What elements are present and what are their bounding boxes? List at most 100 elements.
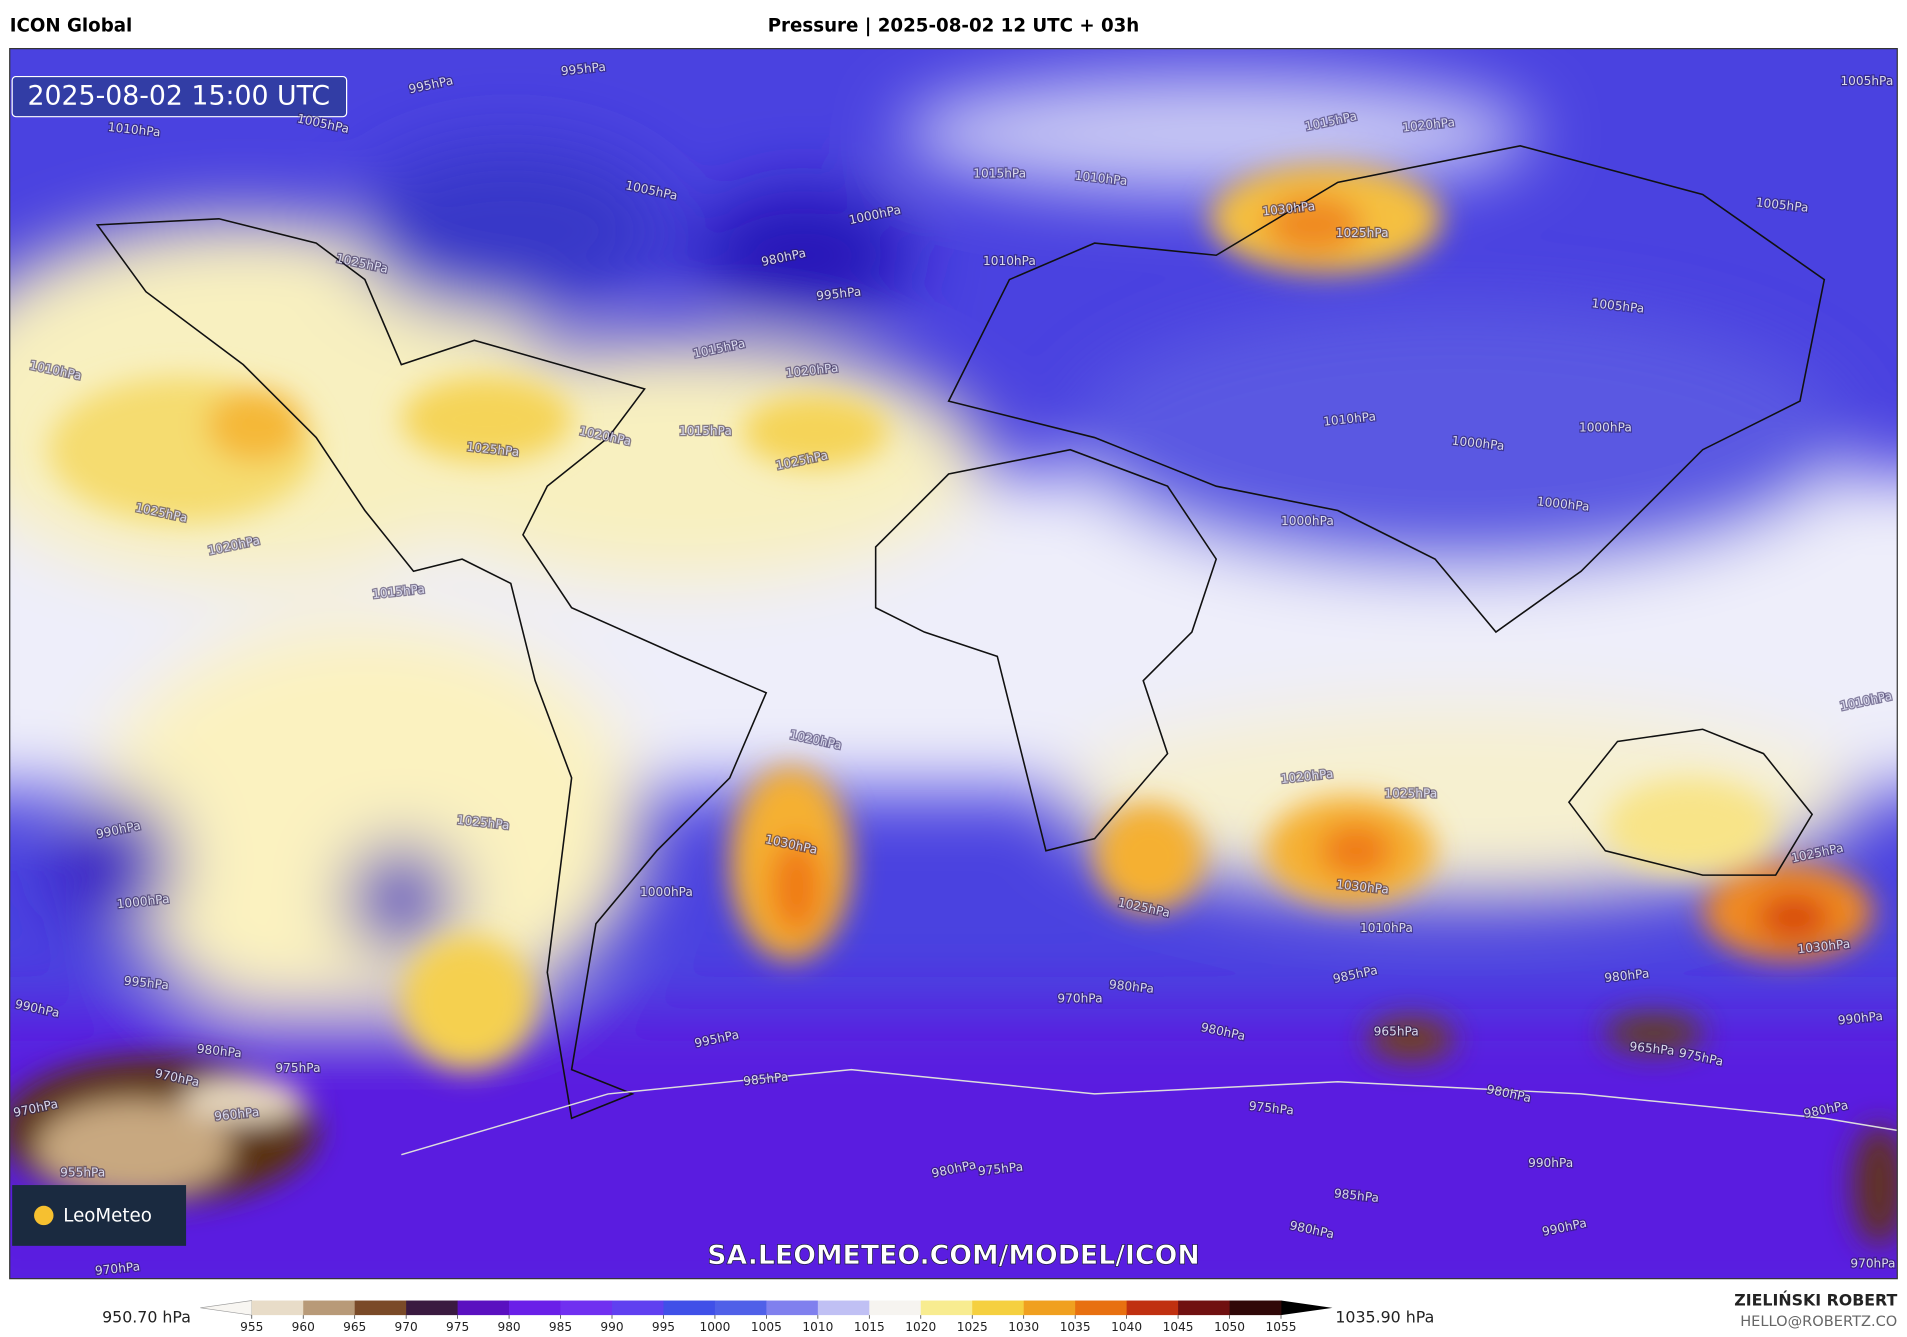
- map: 2025-08-02 15:00 UTC 995hPa 995hPa 1005hPa…: [9, 48, 1898, 1279]
- colorbar-tick-label: 1005: [751, 1320, 782, 1334]
- colorbar-tick-label: 970: [395, 1320, 418, 1334]
- colorbar-tick-label: 975: [446, 1320, 469, 1334]
- contour-label: 1020hPa: [1280, 767, 1334, 786]
- contour-label: 980hPa: [1604, 966, 1650, 985]
- contour-label: 1030hPa: [1262, 199, 1316, 218]
- colorbar-tick-label: 955: [240, 1320, 263, 1334]
- contour-label: 980hPa: [1108, 977, 1154, 996]
- contour-label: 1025hPa: [466, 440, 520, 459]
- contour-label: 1015hPa: [371, 582, 425, 601]
- email: HELLO@ROBERTZ.CO: [1740, 1313, 1897, 1330]
- contour-label: 1020hPa: [1402, 115, 1456, 134]
- colorbar-segment: [303, 1300, 356, 1316]
- colorbar-tick-label: 1040: [1111, 1320, 1142, 1334]
- contour-label: 965hPa: [1374, 1025, 1419, 1039]
- colorbar-segment: [766, 1300, 819, 1316]
- contour-label: 995hPa: [123, 974, 169, 993]
- colorbar-segment: [560, 1300, 613, 1316]
- colorbar-segment: [869, 1300, 922, 1316]
- contour-label: 975hPa: [977, 1160, 1023, 1179]
- colorbar-tick-label: 1050: [1214, 1320, 1245, 1334]
- contour-label: 1030hPa: [1797, 937, 1851, 956]
- contour-label: 1010hPa: [1360, 921, 1413, 935]
- contour-label: 1015hPa: [679, 424, 732, 438]
- contour-label: 985hPa: [1333, 1186, 1379, 1205]
- colorbar-tick-label: 1055: [1266, 1320, 1297, 1334]
- contour-label: 1000hPa: [1281, 514, 1334, 528]
- contour-label: 995hPa: [560, 60, 606, 79]
- contour-label: 975hPa: [1248, 1099, 1294, 1118]
- colorbar-tick-label: 990: [600, 1320, 623, 1334]
- colorbar-tick-label: 1010: [802, 1320, 833, 1334]
- colorbar-segment: [612, 1300, 664, 1316]
- colorbar-tick-label: 985: [549, 1320, 572, 1334]
- contour-label: 970hPa: [1850, 1257, 1895, 1271]
- colorbar-segment: [1229, 1300, 1282, 1316]
- contour-label: 1025hPa: [1336, 226, 1389, 240]
- contour-label: 1010hPa: [983, 254, 1036, 268]
- contour-label: 955hPa: [60, 1166, 105, 1180]
- colorbar-tick-label: 960: [292, 1320, 315, 1334]
- colorbar-segment: [972, 1300, 1025, 1316]
- colorbar-segment: [714, 1300, 767, 1316]
- colorbar-segment: [406, 1300, 458, 1316]
- contour-label: 970hPa: [1057, 992, 1102, 1006]
- colorbar-tick-label: 1025: [957, 1320, 988, 1334]
- colorbar-segment: [1075, 1300, 1127, 1316]
- contour-label: 995hPa: [816, 284, 862, 303]
- colorbar-tick-label: 995: [652, 1320, 675, 1334]
- colorbar-tick-label: 1020: [905, 1320, 936, 1334]
- colorbar-segment: [663, 1300, 716, 1316]
- contour-label: 990hPa: [1837, 1009, 1883, 1028]
- logo: LeoMeteo: [63, 1206, 152, 1227]
- contour-label: 960hPa: [214, 1105, 260, 1124]
- colorbar-segment: [1178, 1300, 1230, 1316]
- colorbar-tick-label: 1030: [1008, 1320, 1039, 1334]
- colorbar-max: 1035.90 hPa: [1335, 1307, 1434, 1326]
- colorbar-tick-label: 1000: [699, 1320, 730, 1334]
- contour-label: 985hPa: [743, 1070, 789, 1089]
- contour-label: 1005hPa: [1840, 74, 1893, 88]
- timestamp: 2025-08-02 15:00 UTC: [28, 81, 331, 112]
- left-title: ICON Global: [10, 16, 133, 37]
- colorbar-segment: [817, 1300, 870, 1316]
- contour-label: 1005hPa: [1755, 195, 1809, 214]
- contour-label: 1010hPa: [107, 120, 161, 139]
- colorbar: 955 960 965 970 975 980 985 990 995 1000 1005 1010 1…: [200, 1300, 1333, 1334]
- contour-label: 1030hPa: [1336, 877, 1390, 896]
- colorbar-tick-label: 965: [343, 1320, 366, 1334]
- contour-label: 1015hPa: [973, 166, 1026, 180]
- contour-label: 1010hPa: [1074, 169, 1128, 188]
- colorbar-tick-label: 1015: [854, 1320, 885, 1334]
- watermark: SA.LEOMETEO.COM/MODEL/ICON: [707, 1240, 1199, 1271]
- contour-label: 970hPa: [94, 1259, 140, 1278]
- contour-label: 1025hPa: [1384, 786, 1437, 800]
- colorbar-end: [1281, 1300, 1333, 1316]
- author: ZIELIŃSKI ROBERT: [1734, 1290, 1897, 1309]
- title: Pressure | 2025-08-02 12 UTC + 03h: [768, 16, 1140, 37]
- colorbar-end: [200, 1300, 253, 1316]
- contour-label: 1000hPa: [116, 892, 170, 911]
- contour-label: 1000hPa: [1579, 420, 1632, 434]
- contour-label: 1010hPa: [1323, 409, 1377, 428]
- colorbar-segment: [251, 1300, 304, 1316]
- colorbar-segment: [920, 1300, 973, 1316]
- colorbar-tick-label: 1045: [1163, 1320, 1194, 1334]
- colorbar-tick-label: 1035: [1060, 1320, 1091, 1334]
- colorbar-segment: [354, 1300, 407, 1316]
- contour-label: 965hPa: [1629, 1039, 1675, 1058]
- contour-label: 1020hPa: [785, 361, 839, 380]
- colorbar-segment: [1126, 1300, 1179, 1316]
- colorbar-segment: [1023, 1300, 1076, 1316]
- contour-label: 975hPa: [275, 1061, 320, 1075]
- contour-label: 980hPa: [196, 1042, 242, 1061]
- colorbar-segment: [457, 1300, 510, 1316]
- colorbar-segment: [509, 1300, 561, 1316]
- colorbar-min: 950.70 hPa: [102, 1307, 191, 1326]
- contour-label: 1000hPa: [1536, 494, 1590, 513]
- contour-label: 1025hPa: [456, 813, 510, 832]
- contour-label: 1000hPa: [640, 885, 693, 899]
- contour-label: 1000hPa: [1451, 434, 1505, 453]
